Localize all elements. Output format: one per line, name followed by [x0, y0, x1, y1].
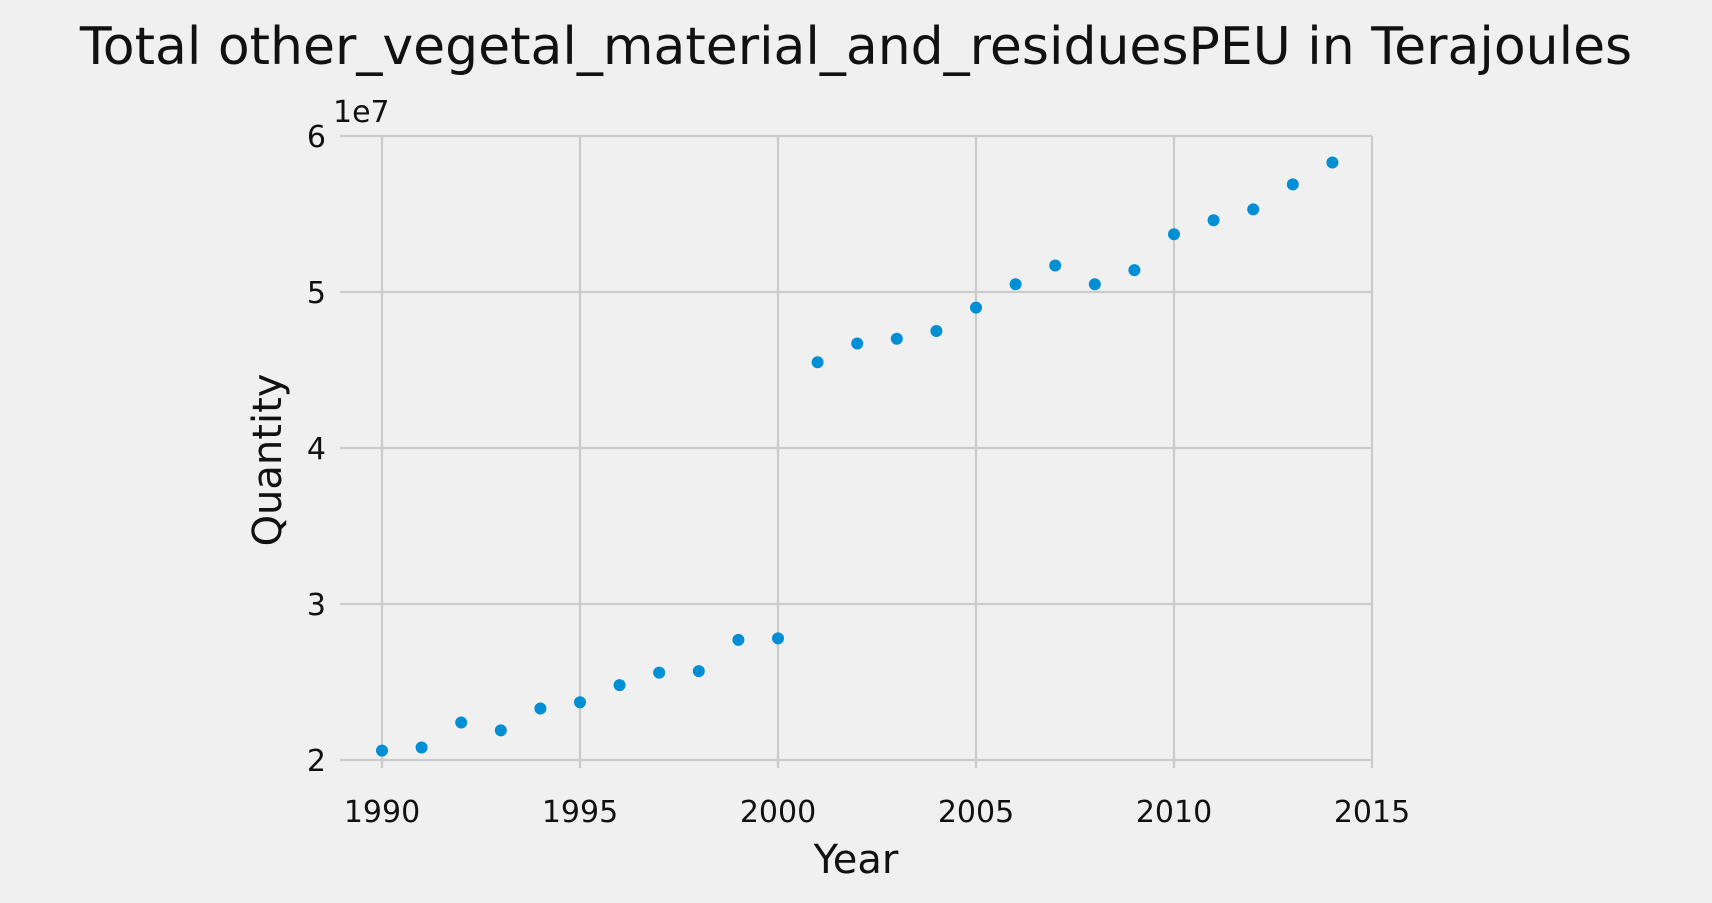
data-point [851, 337, 864, 350]
x-tick-labels: 1990 1995 2000 2005 2010 2015 [344, 795, 1410, 830]
data-point [494, 724, 507, 737]
x-axis-label: Year [813, 837, 899, 883]
data-point [772, 632, 784, 645]
data-point [1128, 264, 1141, 277]
y-tick-label: 4 [307, 432, 326, 467]
data-point [534, 702, 547, 715]
y-tick-label: 3 [307, 588, 326, 623]
y-axis-offset: 1e7 [333, 95, 390, 130]
data-point [811, 356, 824, 369]
data-point [1088, 278, 1101, 291]
data-point [1326, 156, 1339, 169]
data-point [732, 633, 745, 646]
y-tick-label: 2 [307, 744, 326, 779]
data-point [1168, 228, 1180, 241]
grid [340, 134, 1374, 768]
y-tick-label: 5 [307, 276, 326, 311]
x-tick-label: 2015 [1334, 795, 1410, 830]
data-point [376, 744, 388, 757]
data-point [890, 332, 903, 345]
y-tick-labels: 2 3 4 5 6 [307, 120, 326, 779]
data-point [970, 301, 982, 314]
x-tick-label: 1995 [542, 795, 618, 830]
x-tick-label: 2005 [938, 795, 1014, 830]
data-point [692, 665, 705, 678]
data-points [376, 156, 1339, 757]
y-axis-label: Quantity [245, 374, 291, 547]
data-point [1009, 278, 1022, 291]
data-point [1207, 214, 1220, 227]
data-point [1247, 203, 1260, 216]
data-point [1049, 259, 1062, 272]
data-point [574, 696, 586, 709]
data-point [415, 741, 428, 754]
x-tick-label: 2000 [740, 795, 816, 830]
data-point [613, 679, 626, 692]
y-tick-label: 6 [307, 120, 326, 155]
data-point [1286, 178, 1299, 191]
x-tick-label: 1990 [344, 795, 420, 830]
data-point [930, 325, 943, 337]
data-point [455, 716, 468, 729]
x-tick-label: 2010 [1136, 795, 1212, 830]
chart-title: Total other_vegetal_material_and_residue… [79, 17, 1632, 77]
data-point [653, 666, 666, 679]
